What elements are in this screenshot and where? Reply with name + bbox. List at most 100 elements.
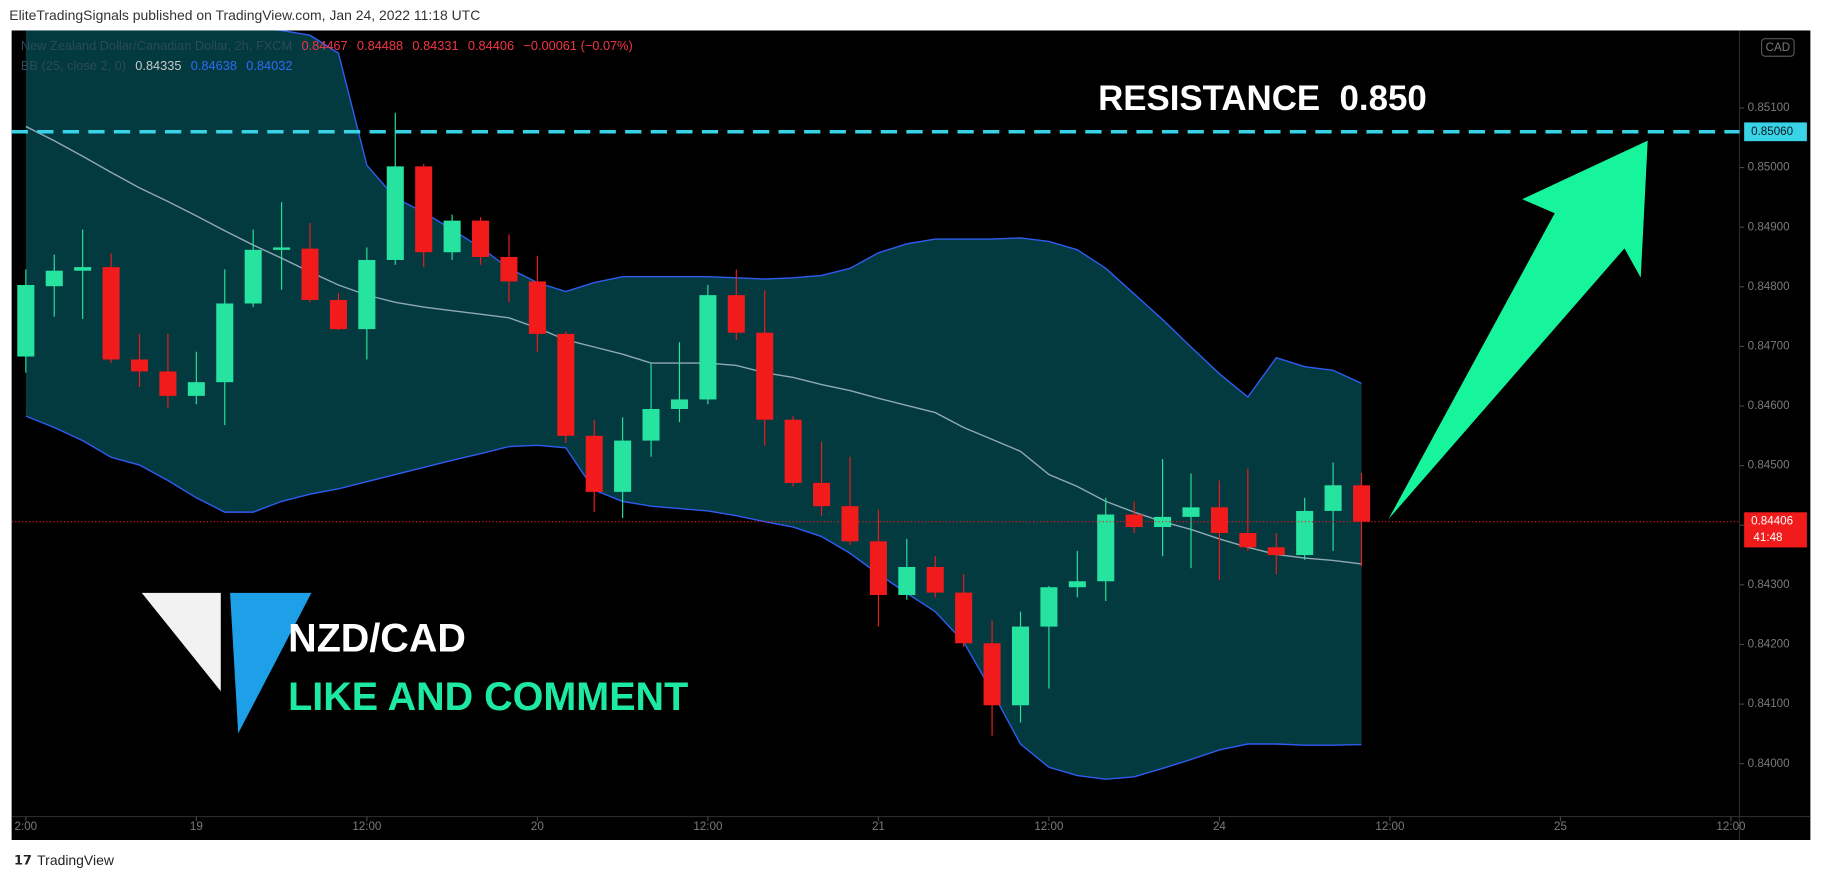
y-tick-label: 0.84500 [1748,459,1790,472]
candle-body [983,643,1001,706]
candle-body [1267,547,1285,556]
x-tick-label: 12:00 [1034,820,1064,833]
band-basis-line [25,125,1362,565]
last-price-box [1744,512,1807,548]
lower-value: 0.84032 [246,58,292,73]
resistance-price-box [1744,122,1807,142]
x-tick-label: 21 [872,820,885,833]
candle-body [130,359,149,372]
candle-body [472,220,490,257]
candle-body [784,419,802,483]
candle-body [1182,507,1200,517]
y-tick-label: 0.84300 [1748,578,1790,591]
currency-badge [1760,38,1795,57]
y-tick-label: 0.84700 [1748,339,1790,352]
basis-value: 0.84335 [135,58,181,73]
candle-body [102,267,120,360]
candle-body [1324,485,1342,511]
candle-body [244,249,262,304]
candle-body [358,259,376,330]
x-tick-label: 19 [190,820,203,833]
candle-body [557,333,575,436]
candle-body [1040,587,1058,627]
y-tick-label: 0.84000 [1748,757,1790,770]
legend-bb: BB (25, close 2, 0) 0.84335 0.84638 0.84032 [21,58,293,73]
last-price-label: 0.84406 [1751,515,1793,528]
candle-body [1210,507,1228,533]
y-tick-label: 0.84900 [1748,220,1790,233]
candle-body [585,435,603,492]
call-annotation: LIKE AND COMMENT [288,675,688,719]
upper-value: 0.84638 [191,58,237,73]
open-value: 0.84467 [301,38,347,53]
candle-body [756,332,774,420]
pair-annotation: NZD/CAD [288,616,466,660]
currency: CAD [1766,41,1791,54]
candle-body [1296,510,1314,556]
x-tick-label: 24 [1213,820,1226,833]
candle-body [1097,514,1115,582]
candle-body [642,408,660,441]
candle-body [1125,514,1143,528]
candle-body [74,267,92,271]
candle-body [926,566,944,593]
candle-body [187,382,205,396]
candle-body [45,270,63,287]
countdown-label: 41:48 [1753,531,1782,544]
indicator: BB (25, close 2, 0) [21,58,126,73]
band-upper-line [273,30,1362,399]
x-tick-label: 20 [531,820,544,833]
change-value: −0.00061 (−0.07%) [523,38,632,53]
y-tick-label: 0.84100 [1748,697,1790,710]
x-tick-label: 2:00 [15,820,38,833]
plot-area [11,30,1740,780]
candle-body [1011,626,1030,706]
candle-body [955,592,973,644]
candle-body [1068,581,1086,588]
up-arrow [1388,140,1648,520]
candle-body [727,295,745,333]
y-tick-label: 0.85100 [1748,101,1790,114]
candle-body [1352,485,1371,522]
footer-brand: TradingView [37,852,115,868]
x-tick-label: 12:00 [1375,820,1405,833]
overlay: 0.840000.841000.842000.843000.844000.845… [15,101,1807,833]
y-tick-label: 0.84200 [1748,638,1790,651]
candle-body [614,440,632,492]
candle-body [273,247,291,250]
footer-bar [0,840,1822,874]
candle-body [699,295,717,400]
candle-body [415,166,433,253]
logo-white [141,592,221,692]
candle-body [329,299,347,330]
y-tick-label: 0.84600 [1748,399,1790,412]
y-tick-label: 0.84800 [1748,280,1790,293]
x-tick-label: 12:00 [693,820,723,833]
candle-body [528,281,546,334]
legend-main: New Zealand Dollar/Canadian Dollar, 2h, … [21,38,633,53]
x-tick-label: 12:00 [352,820,382,833]
logo-blue [230,592,312,734]
candle-body [898,566,916,595]
x-tick-label: 25 [1554,820,1567,833]
band-fill [25,30,1362,780]
candle-body [216,303,234,383]
high-value: 0.84488 [357,38,403,53]
y-tick-label: 0.85000 [1748,161,1790,174]
candle-body [159,371,177,396]
resistance-annotation: RESISTANCE 0.850 [1098,79,1427,118]
publisher: EliteTradingSignals published on Trading… [9,7,480,23]
symbol: New Zealand Dollar/Canadian Dollar, 2h, … [21,38,292,53]
x-tick-label: 12:00 [1716,820,1746,833]
candle-body [841,506,859,542]
candle-body [1239,532,1257,548]
footer-logo: 𝟭𝟳 [14,852,32,867]
candle-body [869,541,887,595]
band-lower-line [25,415,1362,780]
candle-body [813,482,831,507]
candle-body [443,220,461,253]
candle-body [301,248,319,300]
candle-body [386,166,404,260]
